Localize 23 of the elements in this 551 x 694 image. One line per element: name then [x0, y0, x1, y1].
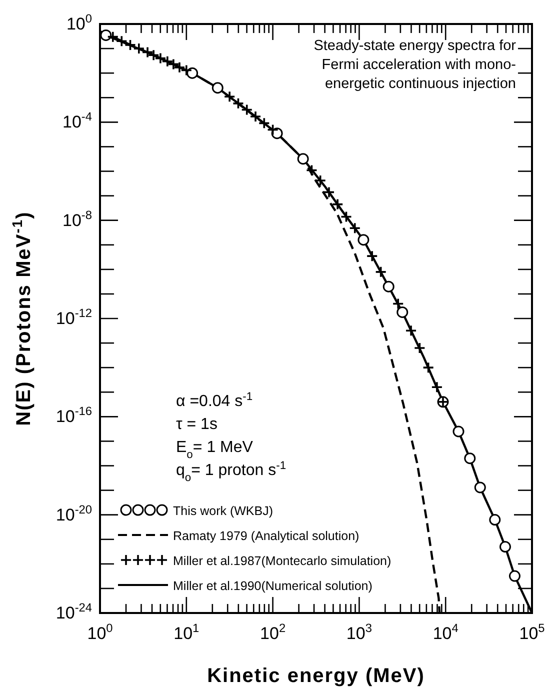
y-tick-label: 10$^{-12}$ [56, 306, 92, 328]
y-tick-label: 10$^{-20}$ [56, 502, 92, 524]
y-tick-label: 10$^{-4}$ [62, 110, 92, 132]
annotation: α =0.04 s$^{-1}$ [176, 391, 253, 410]
y-tick-label: 10$^{-24}$ [56, 600, 92, 622]
annotation: E$_{o}$= 1 MeV [176, 439, 254, 461]
legend-label: Ramaty 1979 (Analytical solution) [173, 529, 360, 543]
annotation: τ = 1s [176, 416, 218, 433]
x-tick-label: 10$^{1}$ [174, 621, 200, 644]
legend-label: Miller et al.1990(Numerical solution) [173, 579, 372, 593]
y-tick-label: 10$^{-16}$ [56, 404, 92, 426]
x-tick-label: 10$^{2}$ [260, 621, 286, 644]
x-tick-label: 10$^{5}$ [519, 621, 546, 644]
y-tick-label: 10$^{0}$ [66, 11, 92, 34]
legend-label: This work (WKBJ) [173, 504, 273, 518]
annotation: Steady-state energy spectra for Fermi acceleration with mono- energetic continuous injection [314, 38, 516, 92]
x-tick-label: 10$^{3}$ [346, 621, 372, 644]
annotation: q$_{o}$= 1 proton s$^{-1}$ [176, 460, 286, 484]
x-axis-title: Kinetic energy (MeV) [207, 665, 425, 687]
x-tick-label: 10$^{0}$ [87, 621, 114, 644]
x-tick-label: 10$^{4}$ [432, 621, 459, 644]
y-tick-label: 10$^{-8}$ [62, 208, 92, 230]
legend-label: Miller et al.1987(Montecarlo simulation) [173, 554, 392, 568]
